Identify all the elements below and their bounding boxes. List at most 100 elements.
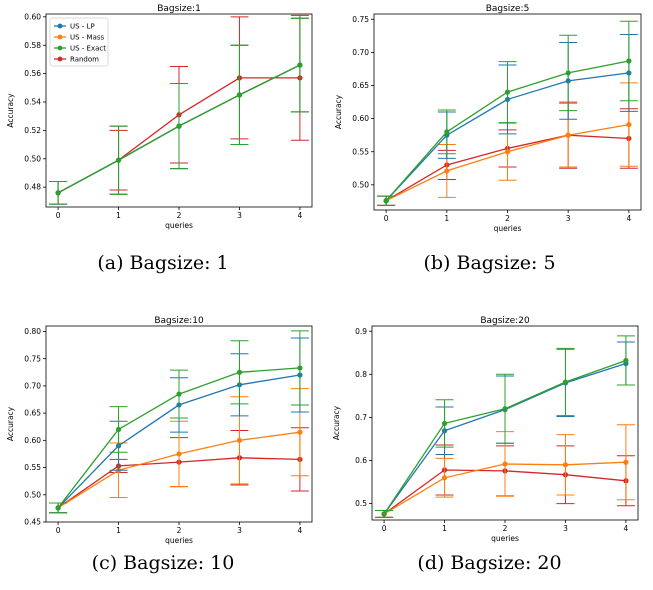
y-tick-label: 0.48 — [24, 183, 41, 192]
data-point — [383, 198, 389, 204]
y-tick-label: 0.60 — [24, 436, 41, 445]
x-tick-label: 3 — [566, 214, 571, 223]
data-point — [176, 123, 182, 129]
data-point — [502, 406, 508, 412]
data-point — [504, 149, 511, 155]
y-tick-label: 0.52 — [24, 126, 41, 135]
data-point — [504, 89, 511, 95]
x-axis-label: queries — [491, 534, 519, 543]
data-point — [441, 420, 448, 427]
chart-panel-a: Bagsize:1 0 1 2 3 4 queries 0.48 0.50 0.52 0.54 0.5… — [0, 0, 326, 295]
chart-panel-d: Bagsize:20 0 1 2 3 4 queries 0.5 0.6 0.7 0.8 0.9 Acc… — [326, 312, 653, 590]
chart-title: Bagsize:5 — [486, 4, 530, 14]
x-tick-label: 1 — [116, 526, 121, 535]
y-axis-label: Accuracy — [6, 93, 15, 128]
y-tick-label: 0.70 — [24, 381, 41, 390]
y-tick-label: 0.54 — [24, 98, 41, 107]
series-us-exact — [375, 335, 635, 518]
data-point — [626, 121, 632, 128]
chart-bagsize-1: Bagsize:1 0 1 2 3 4 queries 0.48 0.50 0.52 0.54 0.5… — [6, 4, 313, 230]
chart-title: Bagsize:20 — [480, 316, 530, 326]
data-point — [623, 357, 629, 364]
chart-title: Bagsize:1 — [157, 4, 201, 14]
y-tick-label: 0.6 — [355, 456, 367, 465]
x-tick-label: 2 — [177, 526, 182, 535]
data-point — [565, 132, 571, 138]
x-tick-label: 4 — [624, 524, 629, 533]
series-us-exact — [49, 17, 309, 205]
y-tick-label: 0.65 — [352, 81, 369, 90]
x-tick-label: 0 — [384, 214, 389, 223]
data-point — [444, 129, 450, 135]
y-axis-label: Accuracy — [332, 405, 341, 440]
y-tick-label: 0.75 — [352, 15, 369, 24]
y-tick-label: 0.60 — [24, 12, 41, 21]
y-tick-label: 0.50 — [24, 154, 41, 163]
chart-bagsize-5: Bagsize:5 0 1 2 3 4 queries 0.50 0.55 0.60 0.65 0.7… — [334, 4, 642, 233]
data-point — [55, 505, 61, 511]
data-point — [623, 459, 629, 465]
y-tick-label: 0.55 — [24, 463, 41, 472]
x-tick-label: 0 — [56, 211, 61, 220]
x-axis-label: queries — [165, 221, 193, 230]
y-tick-label: 0.58 — [24, 41, 41, 50]
x-axis-label: queries — [494, 224, 522, 233]
x-tick-label: 1 — [442, 524, 447, 533]
data-point — [441, 475, 448, 481]
data-point — [236, 437, 243, 443]
legend-label: Random — [70, 56, 99, 64]
legend-box — [49, 17, 109, 67]
y-tick-label: 0.70 — [352, 48, 369, 57]
chart-panel-b: Bagsize:5 0 1 2 3 4 queries 0.50 0.55 0.60 0.65 0.7… — [326, 0, 653, 295]
y-tick-label: 0.45 — [24, 518, 41, 527]
y-tick-label: 0.75 — [24, 354, 41, 363]
x-tick-label: 2 — [177, 211, 182, 220]
data-point — [565, 70, 571, 76]
caption-a: (a) Bagsize: 1 — [97, 252, 229, 274]
x-tick-label: 3 — [237, 211, 242, 220]
chart-bagsize-10: Bagsize:10 0 1 2 3 4 queries 0.45 0.50 0.55 0.60 0.… — [6, 316, 313, 545]
data-point — [297, 62, 303, 68]
y-tick-label: 0.7 — [355, 413, 367, 422]
x-tick-label: 0 — [382, 524, 387, 533]
data-point — [444, 168, 450, 174]
y-tick-label: 0.50 — [352, 180, 369, 189]
x-tick-label: 2 — [503, 524, 508, 533]
x-tick-label: 3 — [237, 526, 242, 535]
legend-swatch-marker — [57, 45, 63, 51]
chart-bagsize-20: Bagsize:20 0 1 2 3 4 queries 0.5 0.6 0.7 0.8 0.9 Acc… — [332, 316, 639, 543]
data-point — [115, 426, 122, 433]
x-axis-label: queries — [165, 536, 193, 545]
data-point — [176, 391, 182, 397]
data-point — [297, 429, 303, 435]
y-tick-label: 0.5 — [355, 499, 367, 508]
legend-swatch-marker — [57, 23, 63, 29]
legend-label: US - Mass — [70, 34, 105, 42]
legend-swatch-marker — [57, 56, 63, 62]
chart-title: Bagsize:10 — [154, 316, 204, 326]
data-point — [626, 58, 632, 64]
x-tick-label: 2 — [505, 214, 510, 223]
y-tick-label: 0.60 — [352, 114, 369, 123]
series-us-exact — [377, 20, 638, 206]
y-tick-label: 0.9 — [355, 327, 367, 336]
data-point — [176, 451, 182, 457]
y-tick-label: 0.56 — [24, 69, 41, 78]
chart-panel-c: Bagsize:10 0 1 2 3 4 queries 0.45 0.50 0.55 0.60 0.… — [0, 312, 326, 590]
legend: US - LP US - Mass US - Exact Random — [49, 17, 109, 67]
y-axis-label: Accuracy — [6, 406, 15, 441]
x-tick-label: 3 — [563, 524, 568, 533]
legend-swatch-marker — [57, 34, 63, 40]
data-point — [55, 190, 61, 196]
x-tick-label: 1 — [116, 211, 121, 220]
legend-label: US - Exact — [70, 45, 106, 53]
y-tick-label: 0.80 — [24, 327, 41, 336]
x-tick-label: 4 — [298, 526, 303, 535]
data-point — [236, 369, 243, 375]
data-point — [562, 379, 569, 385]
data-point — [297, 365, 303, 371]
x-tick-label: 0 — [56, 526, 61, 535]
data-point — [381, 511, 387, 517]
x-tick-label: 1 — [444, 214, 449, 223]
y-axis-label: Accuracy — [334, 94, 343, 129]
